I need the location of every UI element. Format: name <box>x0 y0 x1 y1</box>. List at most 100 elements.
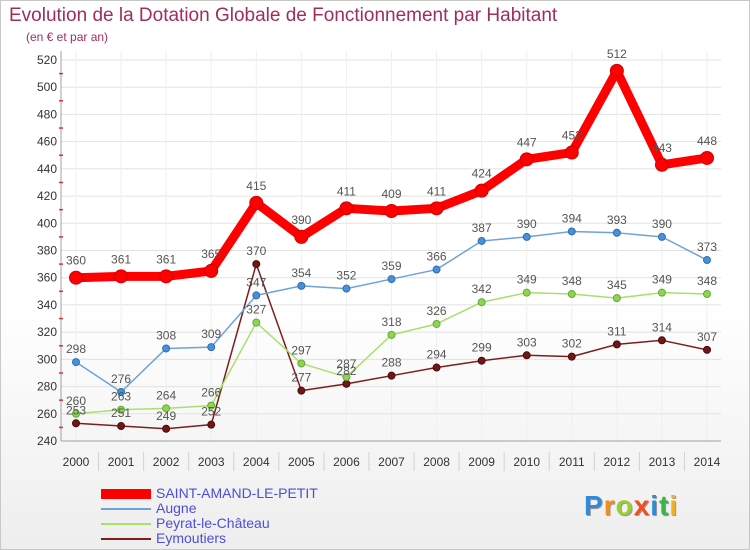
data-label: 308 <box>156 328 176 342</box>
data-label: 349 <box>517 273 537 287</box>
data-point <box>294 229 309 244</box>
data-point <box>252 318 261 327</box>
data-label: 349 <box>652 273 672 287</box>
data-label: 411 <box>337 184 356 198</box>
data-label: 266 <box>201 386 221 400</box>
data-point <box>387 275 396 284</box>
data-point <box>477 356 486 365</box>
data-label: 342 <box>472 282 492 296</box>
legend-swatch <box>101 538 151 540</box>
data-label: 326 <box>427 304 447 318</box>
data-label: 424 <box>472 167 492 181</box>
data-point <box>162 404 171 413</box>
legend-swatch <box>101 508 151 510</box>
chart-subtitle: (en € et par an) <box>26 30 109 44</box>
legend-swatch <box>101 489 151 499</box>
data-point <box>703 290 711 299</box>
x-tick-label: 2014 <box>694 455 721 469</box>
data-label: 277 <box>291 371 311 385</box>
data-point <box>117 422 126 431</box>
x-tick-label: 2004 <box>243 455 270 469</box>
data-label: 298 <box>66 342 86 356</box>
data-point <box>72 419 80 428</box>
legend-item-eymoutiers: Eymoutiers <box>101 531 361 546</box>
data-label: 311 <box>607 324 626 338</box>
x-tick-label: 2005 <box>288 455 315 469</box>
data-label: 282 <box>336 364 356 378</box>
data-label: 409 <box>381 187 401 201</box>
y-tick-label: 380 <box>37 244 57 258</box>
data-label: 452 <box>562 129 582 143</box>
data-label: 359 <box>381 259 401 273</box>
data-label: 390 <box>291 213 311 227</box>
logo-letter: r <box>603 490 616 521</box>
legend-label: Eymoutiers <box>156 530 227 546</box>
data-point <box>69 270 83 285</box>
data-point <box>207 420 216 429</box>
series-saint-amand-le-petit <box>69 63 714 285</box>
data-label: 299 <box>472 341 492 355</box>
data-point <box>567 352 576 361</box>
data-point <box>477 236 486 245</box>
data-label: 390 <box>517 217 537 231</box>
data-point <box>252 260 261 269</box>
x-tick-label: 2002 <box>153 455 180 469</box>
y-tick-label: 460 <box>37 135 57 149</box>
data-point <box>387 330 396 339</box>
legend-item-saint-amand-le-petit: SAINT-AMAND-LE-PETIT <box>101 486 361 501</box>
data-point <box>612 294 621 303</box>
y-tick-label: 520 <box>37 53 57 67</box>
y-tick-label: 260 <box>37 407 57 421</box>
data-label: 288 <box>381 356 401 370</box>
data-point <box>519 152 534 167</box>
data-label: 253 <box>66 403 86 417</box>
data-point <box>342 284 351 293</box>
data-point <box>162 344 171 353</box>
data-label: 394 <box>562 211 582 225</box>
data-label: 415 <box>246 179 266 193</box>
data-point <box>249 195 264 210</box>
data-point <box>522 232 531 241</box>
x-tick-label: 2010 <box>513 455 540 469</box>
x-tick-label: 2001 <box>108 455 135 469</box>
y-tick-label: 420 <box>37 189 57 203</box>
data-point <box>612 228 621 237</box>
data-point <box>703 345 711 354</box>
x-tick-label: 2000 <box>63 455 90 469</box>
data-label: 347 <box>246 275 266 289</box>
data-label: 302 <box>562 337 582 351</box>
data-point <box>657 288 666 297</box>
data-label: 361 <box>111 252 131 266</box>
data-label: 366 <box>427 250 447 264</box>
data-label: 352 <box>336 269 356 283</box>
legend-label: Augne <box>156 500 197 516</box>
data-point <box>432 319 441 328</box>
legend: SAINT-AMAND-LE-PETIT Augne Peyrat-le-Châ… <box>101 486 361 546</box>
data-point <box>342 379 351 388</box>
x-axis-labels: 2000 2001 2002 2003 2004 2005 2006 2007 2008 2009… <box>63 452 721 471</box>
data-label: 512 <box>607 47 627 61</box>
data-point <box>657 336 666 345</box>
data-label: 443 <box>652 141 672 155</box>
data-label: 393 <box>607 213 627 227</box>
data-point <box>207 343 216 352</box>
logo-letter: o <box>615 490 634 521</box>
legend-swatch <box>101 523 151 525</box>
data-label: 252 <box>201 405 221 419</box>
data-label: 249 <box>156 409 176 423</box>
data-label: 294 <box>427 348 447 362</box>
grid <box>61 51 721 442</box>
y-tick-label: 360 <box>37 271 57 285</box>
data-label: 314 <box>652 320 672 334</box>
data-label: 307 <box>697 330 717 344</box>
data-label: 318 <box>381 315 401 329</box>
data-label: 448 <box>697 134 717 148</box>
data-point <box>703 256 711 265</box>
legend-item-peyrat-le-chateau: Peyrat-le-Château <box>101 516 361 531</box>
data-label: 390 <box>652 217 672 231</box>
data-point <box>72 409 80 418</box>
y-tick-label: 440 <box>37 162 57 176</box>
logo-letter: P <box>584 490 604 521</box>
data-point <box>252 291 261 300</box>
logo-letter: i <box>669 490 679 521</box>
